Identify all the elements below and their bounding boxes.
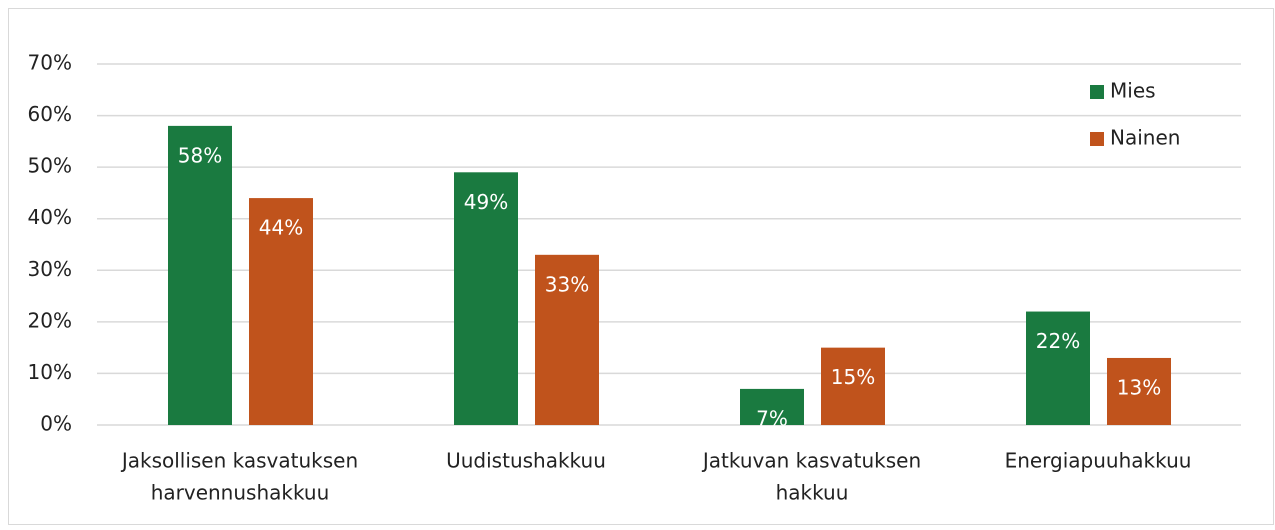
x-tick-label: Uudistushakkuu [446,449,606,473]
data-label: 7% [756,406,788,430]
y-tick-label: 10% [28,360,72,384]
y-tick-label: 60% [28,102,72,126]
bar [454,172,518,425]
x-tick-label: hakkuu [776,481,849,505]
bar [1107,357,1171,425]
bar [535,254,599,425]
data-label: 58% [178,143,222,167]
data-label: 22% [1036,329,1080,353]
y-tick-label: 70% [28,51,72,75]
bar [821,347,885,425]
legend-swatch [1090,132,1104,146]
bar [168,125,232,425]
legend-swatch [1090,85,1104,99]
bar [249,198,313,425]
x-tick-label: Energiapuuhakkuu [1005,449,1192,473]
data-label: 44% [259,216,303,240]
legend-label: Nainen [1110,126,1180,150]
data-label: 49% [464,190,508,214]
y-tick-label: 0% [40,412,72,436]
y-tick-label: 30% [28,257,72,281]
y-tick-label: 40% [28,205,72,229]
x-tick-label: Jaksollisen kasvatuksen [120,449,358,473]
y-tick-label: 50% [28,154,72,178]
x-tick-label: Jatkuvan kasvatuksen [701,449,921,473]
data-label: 33% [545,272,589,296]
legend-label: Mies [1110,79,1156,103]
bar [1026,311,1090,425]
bar [740,388,804,425]
data-label: 15% [831,365,875,389]
y-tick-label: 20% [28,308,72,332]
data-label: 13% [1117,375,1161,399]
x-tick-label: harvennushakkuu [151,481,330,505]
